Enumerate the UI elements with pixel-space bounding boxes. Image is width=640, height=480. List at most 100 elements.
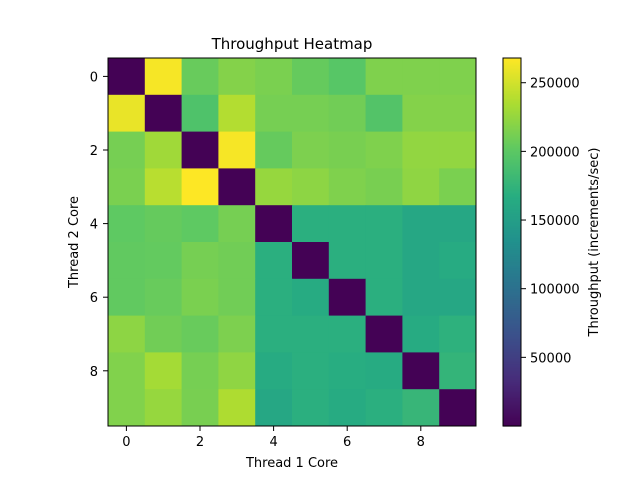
heatmap-cell [365,168,403,206]
heatmap-cell [439,389,477,427]
heatmap-cell [108,131,146,169]
heatmap-cell [218,242,256,280]
heatmap-cell [218,58,256,96]
heatmap-cell [439,58,477,96]
heatmap-cell [292,58,330,96]
heatmap-cell [181,278,219,317]
heatmap-cell [181,242,219,280]
heatmap-cell [144,315,183,353]
colorbar-tick-label: 100000 [530,283,580,298]
heatmap-cell [365,352,403,390]
heatmap-cell [255,94,293,133]
heatmap-cell [108,94,146,133]
x-axis-ticks: 0 2 4 6 8 [122,426,425,450]
heatmap-cell [292,131,330,169]
heatmap-cell [218,131,256,169]
heatmap-cell [218,389,256,427]
heatmap-cell [181,131,219,169]
y-axis-label: Thread 2 Core [67,196,82,289]
heatmap-cell [439,278,477,317]
heatmap-cell [328,58,367,96]
heatmap-cell [328,242,367,280]
heatmap-cell [439,242,477,280]
heatmap-cell [439,315,477,353]
x-axis-label: Thread 1 Core [245,456,338,471]
heatmap-cell [328,315,367,353]
x-tick-label: 0 [122,435,130,450]
x-tick-label: 8 [417,435,425,450]
colorbar-tick-label: 50000 [530,351,571,366]
heatmap-cells [108,58,477,427]
heatmap-cell [292,168,330,206]
heatmap-cell [255,352,293,390]
heatmap-cell [328,389,367,427]
heatmap-cell [328,352,367,390]
heatmap-cell [402,94,440,133]
heatmap-cell [144,242,183,280]
heatmap-cell [365,389,403,427]
heatmap-cell [144,58,183,96]
heatmap-cell [218,168,256,206]
heatmap-cell [292,94,330,133]
colorbar-ticks: 50000 100000 150000 200000 250000 [521,77,580,366]
heatmap-cell [144,278,183,317]
heatmap-cell [255,389,293,427]
colorbar-frame [502,57,522,427]
heatmap-cell [402,315,440,353]
y-tick-label: 6 [90,291,98,306]
heatmap-cell [218,352,256,390]
heatmap-cell [402,168,440,206]
heatmap-cell [328,168,367,206]
heatmap-cell [439,131,477,169]
heatmap-cell [402,131,440,169]
heatmap-cell [402,389,440,427]
heatmap-cell [439,168,477,206]
y-tick-label: 2 [90,144,98,159]
y-tick-label: 0 [90,70,98,85]
heatmap-cell [328,131,367,169]
heatmap-cell [292,205,330,243]
heatmap-cell [255,168,293,206]
x-tick-label: 4 [269,435,277,450]
heatmap-cell [439,205,477,243]
heatmap-cell [328,278,367,317]
y-axis-ticks: 0 2 4 6 8 [90,70,108,380]
heatmap-cell [108,168,146,206]
heatmap-cell [402,278,440,317]
y-tick-label: 8 [90,365,98,380]
heatmap-cell [365,131,403,169]
heatmap-cell [181,352,219,390]
heatmap-cell [181,205,219,243]
heatmap-cell [365,242,403,280]
colorbar-tick-label: 150000 [530,214,580,229]
heatmap-cell [365,205,403,243]
x-tick-label: 2 [196,435,204,450]
heatmap-cell [255,242,293,280]
heatmap-cell [402,352,440,390]
heatmap-cell [108,278,146,317]
heatmap-cell [328,205,367,243]
heatmap-cell [218,94,256,133]
heatmap-cell [144,168,183,206]
colorbar-gradient [503,58,521,427]
heatmap-cell [402,242,440,280]
heatmap-cell [292,315,330,353]
heatmap-cell [108,352,146,390]
colorbar: 50000 100000 150000 200000 250000 Throughput… [502,57,602,427]
heatmap-cell [328,94,367,133]
heatmap-cell [108,389,146,427]
heatmap-cell [365,278,403,317]
x-tick-label: 6 [343,435,351,450]
y-tick-label: 4 [90,218,98,233]
heatmap-cell [144,94,183,133]
colorbar-tick-label: 200000 [530,145,580,160]
heatmap-cell [108,58,146,96]
heatmap-cell [144,389,183,427]
heatmap-cell [292,278,330,317]
heatmap-cell [292,352,330,390]
chart-title: Throughput Heatmap [211,35,373,53]
heatmap-cell [402,58,440,96]
heatmap-cell [181,58,219,96]
heatmap-cell [365,94,403,133]
